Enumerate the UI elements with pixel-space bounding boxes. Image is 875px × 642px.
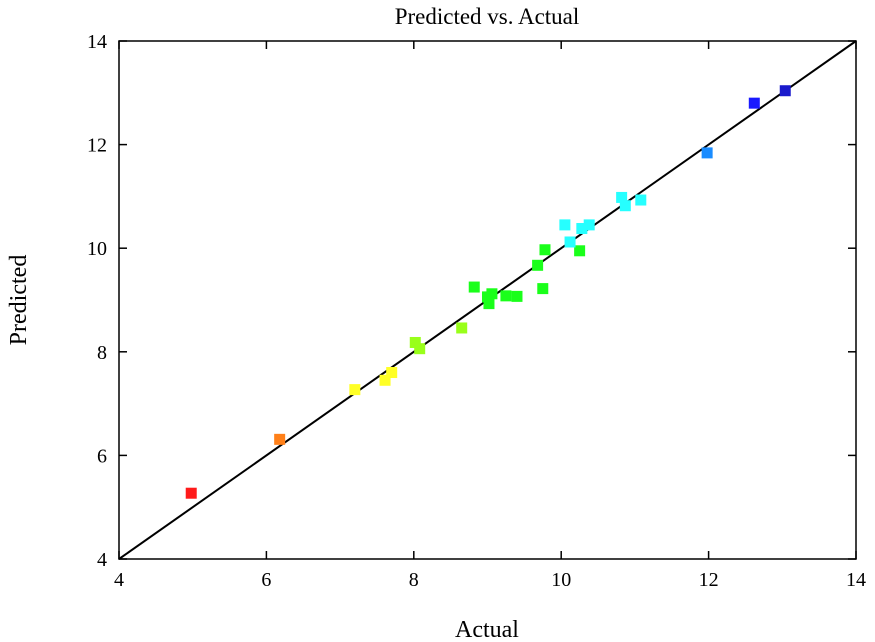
- y-tick-label: 8: [97, 342, 107, 364]
- x-axis-label: Actual: [455, 617, 519, 642]
- data-point: [511, 290, 523, 302]
- x-tick-label: 6: [261, 569, 271, 591]
- y-tick-label: 12: [87, 135, 107, 157]
- data-point: [559, 219, 571, 231]
- x-tick-label: 8: [409, 569, 419, 591]
- data-point: [414, 343, 426, 355]
- data-point: [564, 236, 576, 248]
- data-point: [635, 194, 647, 206]
- data-point: [486, 288, 498, 300]
- data-point: [616, 191, 628, 203]
- data-point: [701, 147, 713, 159]
- data-point: [537, 283, 549, 295]
- data-point: [583, 219, 595, 231]
- y-tick-label: 4: [97, 549, 107, 571]
- y-axis-label: Predicted: [6, 255, 32, 346]
- data-point: [539, 244, 551, 256]
- data-point: [349, 384, 361, 396]
- plot-frame: [118, 40, 857, 560]
- data-point: [576, 223, 588, 235]
- data-point: [500, 290, 512, 302]
- data-point: [274, 433, 286, 445]
- data-point: [619, 200, 631, 212]
- data-point: [483, 298, 495, 310]
- data-point: [574, 245, 586, 257]
- data-point: [456, 322, 468, 334]
- y-tick-label: 14: [87, 31, 107, 53]
- y-tick-label: 10: [87, 238, 107, 260]
- x-tick-label: 10: [551, 569, 571, 591]
- data-point: [185, 487, 197, 499]
- data-point: [386, 367, 398, 379]
- x-tick-label: 12: [699, 569, 719, 591]
- data-point: [532, 259, 544, 271]
- plot-area: 4 6 8 10 12 14 4 6 8 10 12 14: [87, 31, 866, 591]
- data-point: [748, 97, 760, 109]
- data-point: [779, 85, 791, 97]
- data-point: [379, 374, 391, 386]
- y-tick-label: 6: [97, 445, 107, 467]
- x-tick-label: 14: [846, 569, 866, 591]
- data-point: [468, 281, 480, 293]
- chart-title: Predicted vs. Actual: [395, 4, 580, 29]
- data-point: [409, 336, 421, 348]
- x-tick-label: 4: [114, 569, 124, 591]
